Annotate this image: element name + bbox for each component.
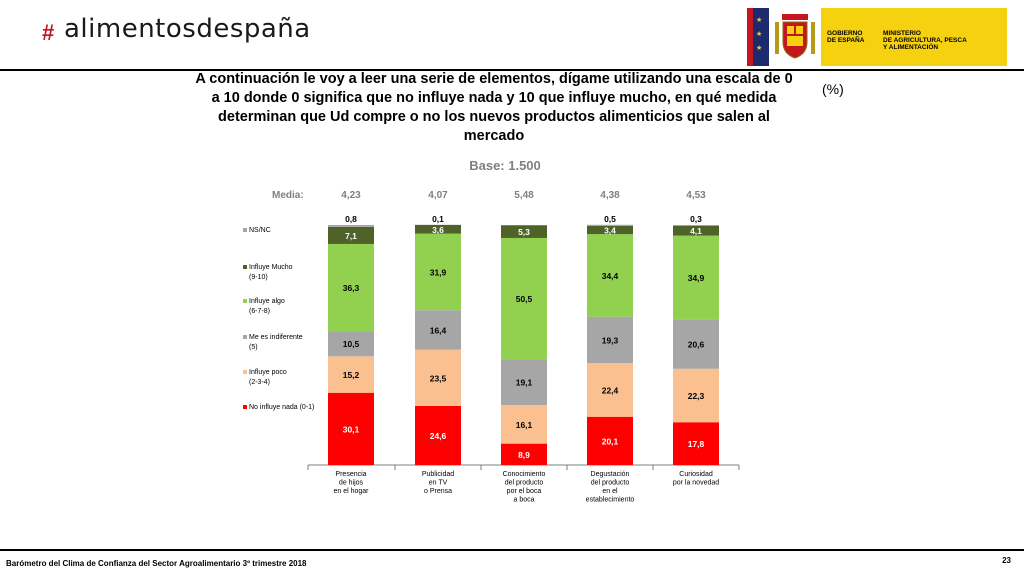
bar-segment — [587, 225, 633, 235]
header-divider — [0, 69, 1024, 71]
legend-swatch — [243, 335, 247, 339]
ministry-band: GOBIERNO DE ESPAÑA MINISTERIO DE AGRICUL… — [821, 8, 1007, 66]
bar-segment — [673, 225, 719, 226]
footer-source: Barómetro del Clima de Confianza del Sec… — [6, 559, 307, 568]
x-tick-label: Degustación del producto en el establecimie… — [586, 471, 635, 504]
data-label: 0,1 — [432, 214, 444, 224]
page-number: 23 — [1002, 556, 1011, 565]
data-label: 3,6 — [432, 225, 444, 235]
data-label: 34,4 — [602, 271, 619, 281]
data-label: 0,5 — [604, 214, 616, 224]
data-label: 5,3 — [518, 227, 530, 237]
bar-segment — [415, 310, 461, 350]
coat-of-arms-icon — [769, 8, 821, 66]
bar-segment — [328, 226, 374, 244]
legend-label: No influye nada (0-1) — [249, 404, 315, 411]
media-value: 5,48 — [514, 190, 534, 201]
data-label: 19,3 — [602, 335, 619, 345]
data-label: 3,4 — [604, 226, 616, 236]
bar-segment — [587, 416, 633, 465]
data-label: 23,5 — [430, 373, 447, 383]
legend-swatch — [243, 265, 247, 269]
bar-segment — [673, 422, 719, 465]
x-tick-label: Presencia de hijos en el hogar — [333, 471, 369, 495]
percent-unit-label: (%) — [822, 81, 844, 97]
data-label: 7,1 — [345, 231, 357, 241]
bar-segment — [415, 405, 461, 465]
x-tick-label: Conocimiento del producto por el boca a boc… — [503, 471, 546, 504]
bar-segment — [673, 225, 719, 236]
bar-segment — [415, 349, 461, 406]
bar-segment — [587, 316, 633, 363]
data-label: 10,5 — [343, 339, 360, 349]
hash-logo-icon: # — [42, 20, 55, 45]
data-label: 15,2 — [343, 370, 360, 380]
bar-segment — [415, 233, 461, 311]
data-label: 8,9 — [518, 450, 530, 460]
ministry-label: MINISTERIO DE AGRICULTURA, PESCA Y ALIME… — [883, 30, 967, 52]
bar-segment — [328, 356, 374, 393]
data-label: 36,3 — [343, 283, 360, 293]
data-label: 17,8 — [688, 439, 705, 449]
data-label: 19,1 — [516, 378, 533, 388]
data-label: 30,1 — [343, 424, 360, 434]
x-tick-label: Publicidad en TV o Prensa — [422, 471, 454, 495]
data-label: 50,5 — [516, 294, 533, 304]
x-tick-label: Curiosidad por la novedad — [673, 471, 719, 487]
bar-segment — [587, 234, 633, 317]
data-label: 0,3 — [690, 214, 702, 224]
data-label: 0,8 — [345, 214, 357, 224]
legend-swatch — [243, 299, 247, 303]
data-label: 16,1 — [516, 420, 533, 430]
bar-segment — [328, 225, 374, 227]
data-label: 22,4 — [602, 385, 619, 395]
data-label: 16,4 — [430, 325, 447, 335]
eu-flag-icon: ★ ★ ★ — [747, 8, 769, 66]
chart-title: A continuación le voy a leer una serie d… — [195, 71, 793, 144]
legend-label: Me es indiferente (5) — [249, 334, 303, 351]
media-value: 4,23 — [341, 190, 361, 201]
bar-segment — [587, 224, 633, 226]
data-label: 31,9 — [430, 267, 447, 277]
data-label: 34,9 — [688, 273, 705, 283]
data-label: 20,6 — [688, 340, 705, 350]
media-value: 4,38 — [600, 190, 620, 201]
logo-text: alimentosdespaña — [64, 14, 311, 44]
bar-segment — [328, 331, 374, 357]
base-label: Base: 1.500 — [469, 158, 541, 173]
legend-swatch — [243, 370, 247, 374]
legend-swatch — [243, 405, 247, 409]
legend-label: Influye Mucho (9-10) — [249, 264, 293, 281]
data-label: 22,3 — [688, 391, 705, 401]
media-value: 4,07 — [428, 190, 448, 201]
bar-segment — [501, 359, 547, 405]
footer-divider — [0, 549, 1024, 551]
bar-segment — [501, 237, 547, 360]
legend-swatch — [243, 228, 247, 232]
legend-label: Influye poco (2-3-4) — [249, 369, 287, 386]
bar-segment — [328, 392, 374, 465]
bar-segment — [587, 363, 633, 417]
data-label: 20,1 — [602, 436, 619, 446]
legend-label: Influye algo (6-7-8) — [249, 298, 285, 315]
media-label: Media: — [272, 190, 304, 201]
bar-segment — [673, 319, 719, 369]
bar-segment — [501, 405, 547, 444]
bar-segment — [415, 225, 461, 234]
gov-label: GOBIERNO DE ESPAÑA — [827, 30, 865, 45]
bar-segment — [673, 235, 719, 320]
data-label: 24,6 — [430, 431, 447, 441]
bar-segment — [673, 368, 719, 423]
bar-segment — [328, 243, 374, 332]
bar-segment — [501, 225, 547, 238]
media-value: 4,53 — [686, 190, 706, 201]
bar-segment — [501, 443, 547, 465]
government-logo: ★ ★ ★ GOBIERNO DE ESPAÑA MINISTERIO DE A… — [747, 8, 1007, 66]
legend-label: NS/NC — [249, 227, 271, 234]
data-label: 4,1 — [690, 226, 702, 236]
